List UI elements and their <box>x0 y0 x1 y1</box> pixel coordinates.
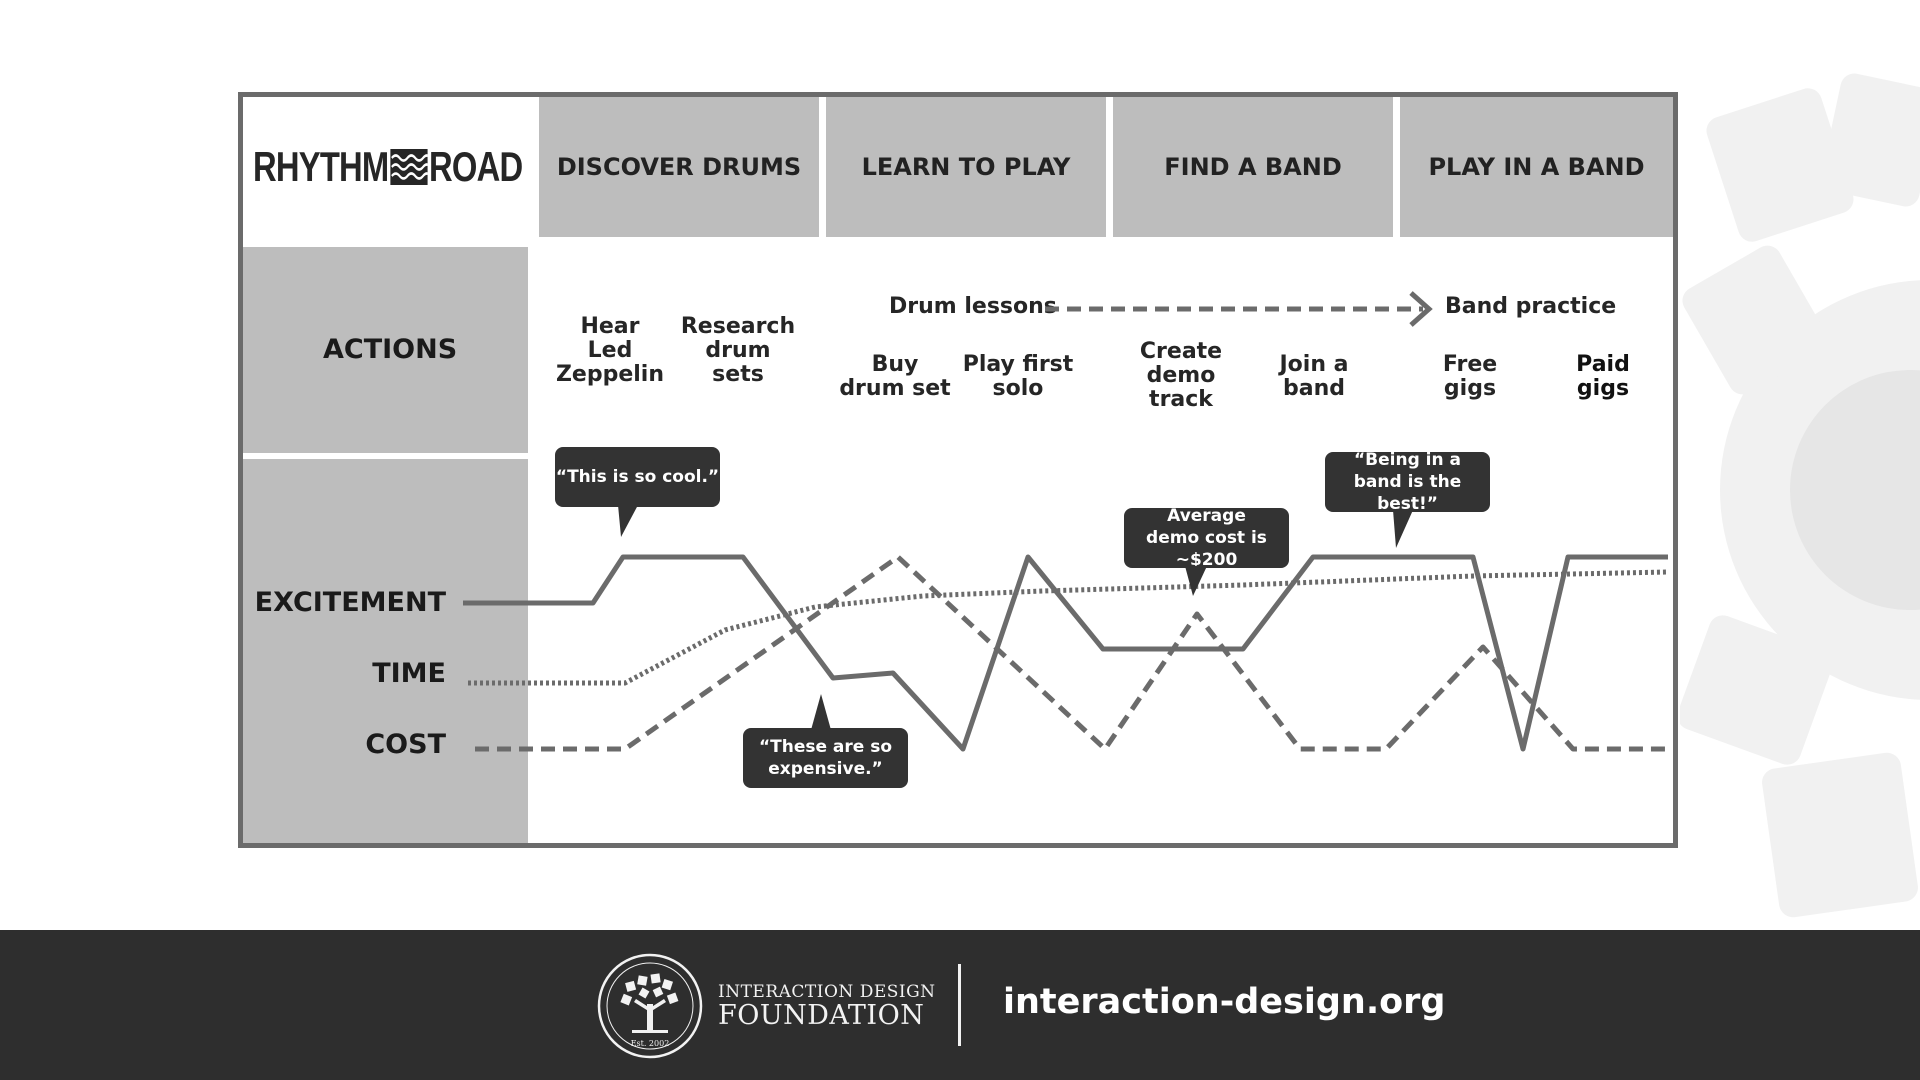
excitement-line <box>463 554 1668 752</box>
stage-play-in-a-band: PLAY IN A BAND <box>1400 97 1673 237</box>
quote-bubble-demo-cost: Average demo cost is ~$200 <box>1124 506 1289 570</box>
quote-bubble-band-best: “Being in a band is the best!” <box>1325 450 1490 514</box>
actions-row-header: ACTIONS <box>243 247 528 453</box>
svg-text:Est. 2002: Est. 2002 <box>631 1039 670 1048</box>
action-create-demo-track: Create demo track <box>1139 339 1223 412</box>
footer-bar: Est. 2002 INTERACTION DESIGN FOUNDATION … <box>0 930 1920 1080</box>
action-hear-led-zeppelin: Hear Led Zeppelin <box>555 314 665 387</box>
journey-lines <box>463 554 1669 752</box>
idf-wordmark-line1: INTERACTION DESIGN <box>718 982 936 1002</box>
action-join-a-band: Join a band <box>1279 352 1349 401</box>
action-play-first-solo: Play first solo <box>962 352 1074 401</box>
action-buy-drum-set: Buy drum set <box>839 352 951 401</box>
stage-discover-drums: DISCOVER DRUMS <box>539 97 819 237</box>
actions-label: ACTIONS <box>323 334 458 365</box>
quote-bubble-so-cool-tail <box>618 505 638 537</box>
metric-cost: COST <box>365 729 446 760</box>
quote-bubble-so-expensive: “These are so expensive.” <box>743 728 908 788</box>
idf-wordmark-line2: FOUNDATION <box>718 1000 925 1031</box>
quote-bubble-demo-cost-tail <box>1185 566 1207 596</box>
time-line <box>468 569 1669 686</box>
metric-time: TIME <box>372 658 446 689</box>
idf-tree-seal-icon: Est. 2002 <box>597 953 703 1059</box>
quote-bubble-so-cool: “This is so cool.” <box>555 447 720 507</box>
stage-find-a-band: FIND A BAND <box>1113 97 1393 237</box>
metric-excitement: EXCITEMENT <box>254 587 446 618</box>
footer-divider <box>958 964 961 1046</box>
action-research-drum-sets: Research drum sets <box>680 314 796 387</box>
flow-arrow <box>1045 291 1433 327</box>
flow-label-band-practice: Band practice <box>1445 294 1617 319</box>
cost-line <box>475 554 1668 752</box>
logo-text-left: RHYTHM <box>253 143 389 190</box>
flow-label-drum-lessons: Drum lessons <box>889 294 1057 319</box>
quote-bubble-band-best-tail <box>1393 510 1413 548</box>
rhythm-road-logo: RHYTHM ROAD <box>253 143 523 191</box>
journey-map-board: RHYTHM ROAD DISCOVER DRUMS LEARN TO PLAY… <box>238 92 1678 848</box>
logo-text-right: ROAD <box>429 143 523 190</box>
metrics-row-header <box>243 459 528 843</box>
quote-bubble-so-expensive-tail <box>811 694 831 730</box>
background-decoration <box>1680 73 1920 918</box>
brand-logo-cell: RHYTHM ROAD <box>243 97 533 237</box>
stage-learn-to-play: LEARN TO PLAY <box>826 97 1106 237</box>
action-paid-gigs: Paid gigs <box>1576 352 1630 401</box>
wave-icon <box>390 149 428 185</box>
action-free-gigs: Free gigs <box>1442 352 1498 401</box>
idf-wordmark: INTERACTION DESIGN FOUNDATION <box>718 982 936 1031</box>
footer-url[interactable]: interaction-design.org <box>1003 982 1446 1022</box>
